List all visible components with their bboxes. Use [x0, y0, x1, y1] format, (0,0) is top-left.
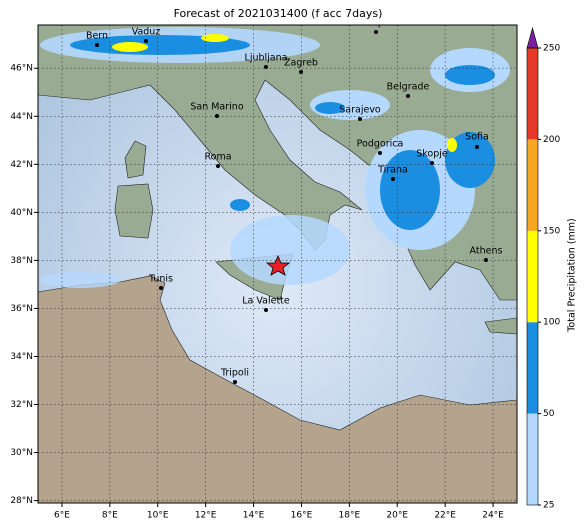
y-tick-label: 36°N	[10, 304, 33, 314]
city-dot	[406, 94, 410, 98]
city-label: Athens	[470, 246, 503, 257]
x-tick-label: 6°E	[54, 511, 70, 521]
precip-area	[230, 199, 250, 211]
city-label: Skopje	[416, 149, 448, 160]
colorbar-tick-label: 100	[543, 318, 560, 328]
city-label: Vaduz	[132, 27, 161, 38]
precip-area	[445, 132, 495, 188]
city-label: Bern	[86, 31, 108, 42]
city-dot	[475, 145, 479, 149]
city-dot	[233, 380, 237, 384]
city-dot	[215, 114, 219, 118]
city-dot	[159, 286, 163, 290]
precip-area	[315, 102, 345, 114]
city-label: Belgrade	[387, 82, 430, 93]
city-dot	[484, 258, 488, 262]
precip-area	[447, 138, 457, 152]
precip-area	[112, 42, 148, 52]
title: Forecast of 2021031400 (f acc 7days)	[174, 7, 383, 20]
colorbar-tick-label: 250	[543, 44, 560, 54]
city-label: Tirana	[377, 165, 408, 176]
corsica	[124, 140, 147, 179]
city-label: Sarajevo	[339, 105, 381, 116]
x-tick-label: 12°E	[195, 511, 217, 521]
colorbar-segment	[527, 322, 538, 414]
colorbar-tick-label: 200	[543, 135, 560, 145]
map-frame	[37, 24, 518, 504]
city-dot	[358, 117, 362, 121]
axis-ticks: 6°E 8°E 10°E 12°E 14°E 16°E 18°E 20°E 22°E 24°E 28…	[10, 64, 504, 521]
city-label: Tunis	[148, 274, 173, 285]
city-dot	[430, 161, 434, 165]
x-tick-label: 8°E	[102, 511, 118, 521]
city-label: Zagreb	[284, 58, 318, 69]
y-tick-label: 44°N	[10, 112, 33, 122]
city-dot	[144, 39, 148, 43]
colorbar-tick-label: 50	[543, 409, 555, 419]
city-label: La Valette	[242, 296, 290, 307]
city-dot	[216, 164, 220, 168]
x-tick-label: 22°E	[434, 511, 456, 521]
city-dot	[264, 65, 268, 69]
precip-area	[230, 215, 350, 285]
x-tick-label: 24°E	[482, 511, 504, 521]
city-dot	[264, 308, 268, 312]
city-label: San Marino	[190, 102, 243, 113]
colorbar: 25 50 100 150 200 250	[526, 26, 560, 511]
y-tick-label: 28°N	[10, 496, 33, 506]
colorbar-segment	[527, 48, 538, 140]
y-tick-label: 42°N	[10, 160, 33, 170]
event-star	[265, 254, 291, 276]
y-tick-label: 40°N	[10, 208, 33, 218]
city-dot	[378, 151, 382, 155]
x-tick-label: 16°E	[291, 511, 313, 521]
y-tick-label: 30°N	[10, 448, 33, 458]
city-label: Podgorica	[357, 139, 404, 150]
colorbar-label: Total Precipitation (mm)	[567, 218, 578, 333]
precip-area	[445, 65, 495, 85]
city-label: Roma	[204, 152, 231, 163]
city-label: Sofia	[465, 132, 489, 143]
x-tick-label: 10°E	[147, 511, 169, 521]
city-dot	[95, 43, 99, 47]
city-dot	[391, 177, 395, 181]
y-tick-label: 32°N	[10, 400, 33, 410]
y-tick-label: 46°N	[10, 64, 33, 74]
precip-area	[380, 150, 440, 230]
x-tick-label: 18°E	[339, 511, 361, 521]
colorbar-extension	[526, 26, 539, 49]
colorbar-tick-label: 150	[543, 226, 560, 236]
city-dot	[374, 30, 378, 34]
colorbar-frame	[526, 47, 539, 506]
precip-area	[201, 34, 229, 42]
colorbar-segment	[527, 413, 538, 505]
colorbar-tick-label: 25	[543, 501, 554, 511]
city-label: Ljubljana	[245, 53, 288, 64]
sardinia	[114, 183, 154, 239]
colorbar-segment	[527, 139, 538, 231]
colorbar-segment	[527, 230, 538, 323]
precip-area	[40, 272, 120, 288]
y-tick-label: 34°N	[10, 352, 33, 362]
x-tick-label: 14°E	[243, 511, 265, 521]
city-label: Budapest	[354, 18, 399, 29]
city-label: Tripoli	[220, 368, 249, 379]
y-tick-label: 38°N	[10, 256, 33, 266]
city-dot	[299, 70, 303, 74]
x-tick-label: 20°E	[386, 511, 408, 521]
